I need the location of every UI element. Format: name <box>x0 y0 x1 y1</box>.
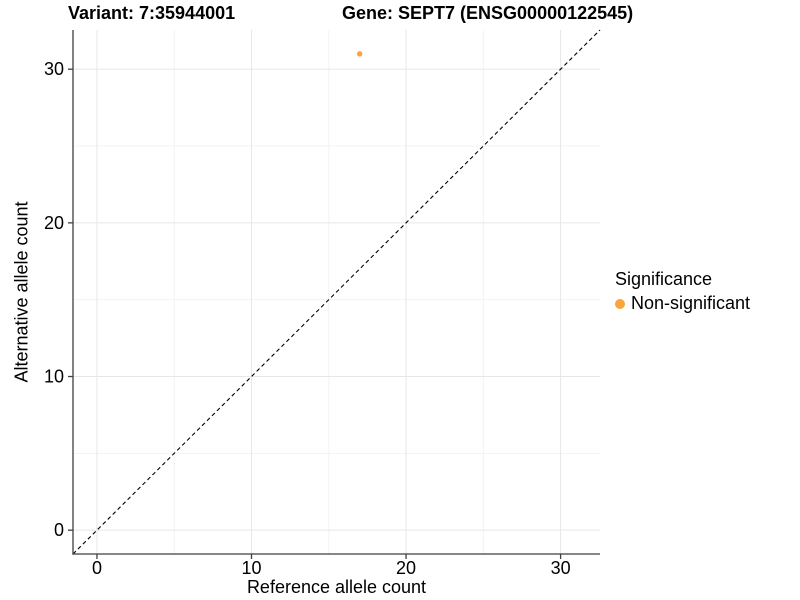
x-tick-label: 30 <box>551 558 571 578</box>
x-tick-label: 0 <box>92 558 102 578</box>
legend-item-non-significant: Non-significant <box>615 293 750 314</box>
legend-point-swatch <box>615 298 625 309</box>
variant-title: Variant: 7:35944001 <box>68 3 236 23</box>
data-point <box>356 51 363 57</box>
y-tick-label: 20 <box>44 213 64 233</box>
identity-reference-line <box>72 29 601 555</box>
y-tick-label: 10 <box>44 367 64 387</box>
gene-title: Gene: SEPT7 (ENSG00000122545) <box>342 3 634 23</box>
legend-title: Significance <box>615 269 713 289</box>
y-axis-title: Alternative allele count <box>11 201 32 383</box>
legend-item-label: Non-significant <box>631 293 751 313</box>
y-tick-label: 0 <box>54 520 64 540</box>
x-axis-title: Reference allele count <box>246 577 427 597</box>
legend: Significance Non-significant <box>615 269 750 314</box>
x-tick-label: 10 <box>241 558 261 578</box>
y-tick-label: 30 <box>44 59 64 79</box>
x-tick-label: 20 <box>396 558 416 578</box>
